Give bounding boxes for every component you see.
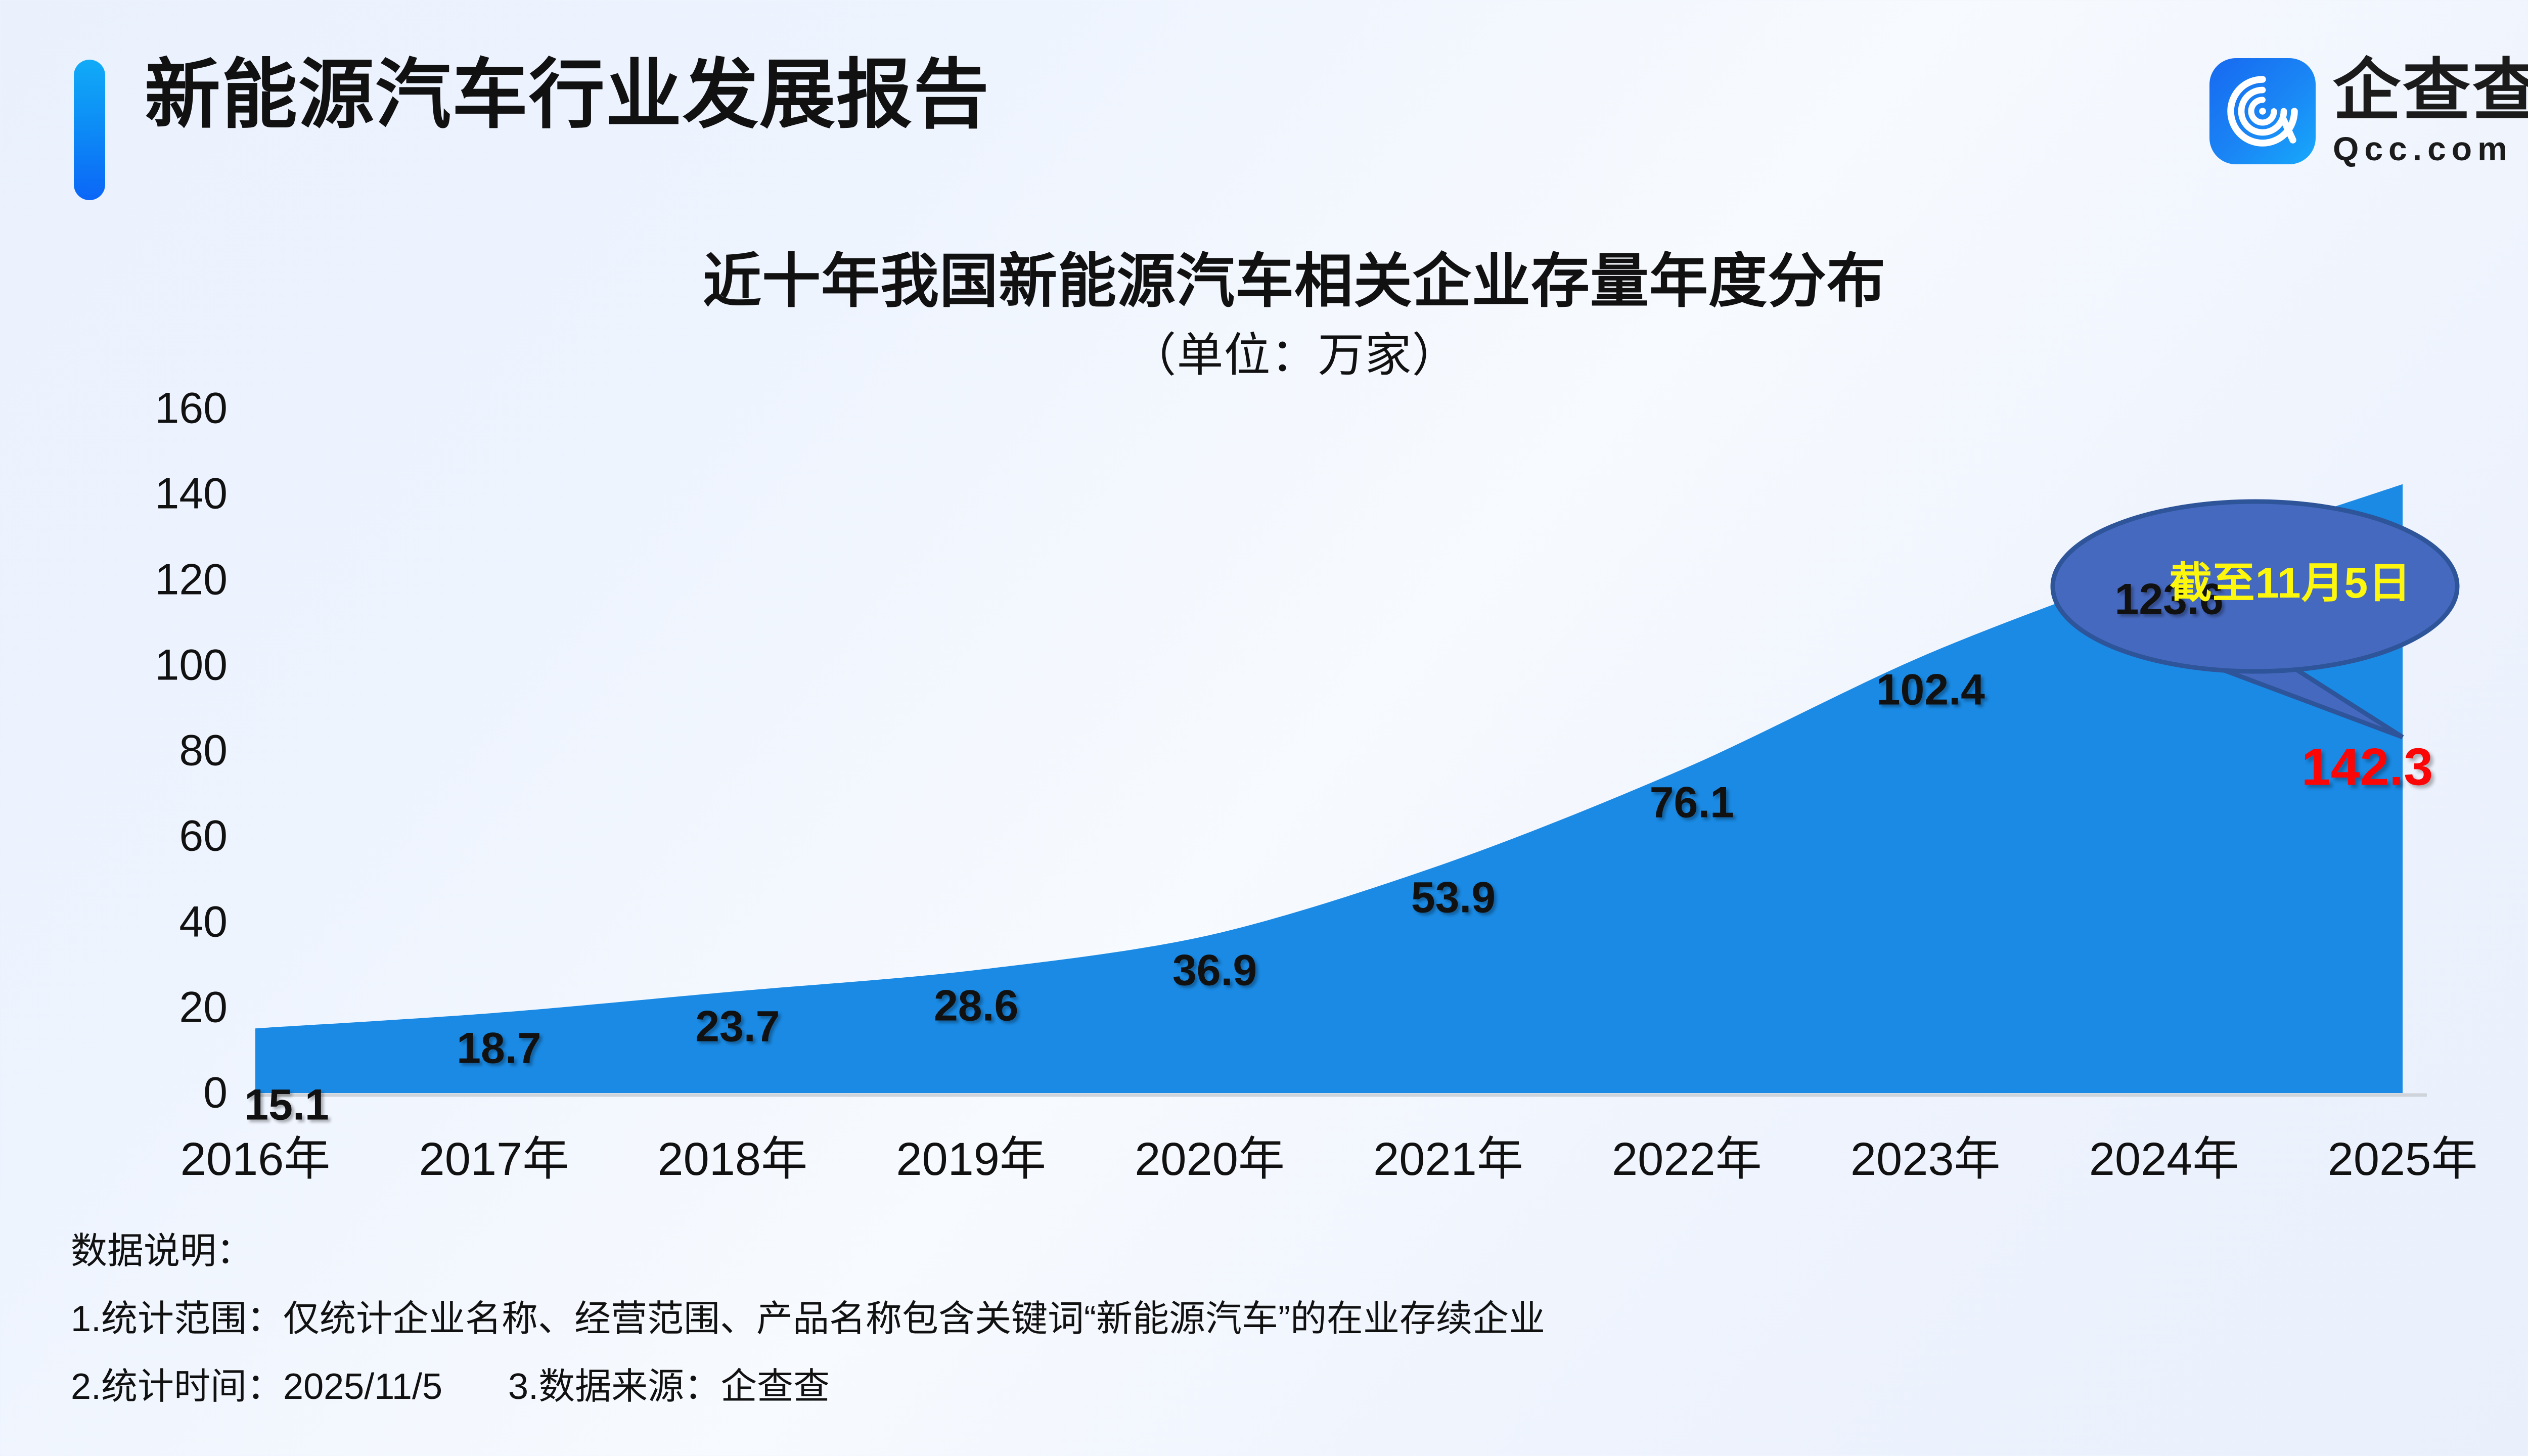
- x-axis-tick: 2025年: [2327, 1133, 2478, 1185]
- x-axis-tick: 2017年: [419, 1133, 569, 1185]
- x-axis-tick: 2023年: [1850, 1133, 2001, 1185]
- data-label: 28.6: [933, 981, 1019, 1030]
- x-axis-tick: 2018年: [657, 1133, 808, 1185]
- footnote-time-source: 2.统计时间：2025/11/5 3.数据来源：企查查: [71, 1364, 2397, 1409]
- data-label: 23.7: [695, 1002, 780, 1051]
- logo-name-cn: 企查查: [2332, 53, 2528, 128]
- footnote-source: 3.数据来源：企查查: [508, 1367, 830, 1407]
- chart-title: 近十年我国新能源汽车相关企业存量年度分布: [703, 248, 1886, 314]
- y-axis-tick: 40: [179, 897, 228, 946]
- y-axis-tick: 20: [179, 983, 228, 1032]
- data-label: 76.1: [1649, 778, 1735, 827]
- x-axis-tick: 2020年: [1135, 1133, 1285, 1185]
- y-axis-tick: 160: [155, 384, 228, 433]
- title-accent-bar: [74, 60, 105, 200]
- y-axis-tick: 100: [155, 641, 228, 690]
- data-label: 142.3: [2301, 738, 2433, 797]
- y-axis-tick: 0: [203, 1068, 228, 1117]
- x-axis-tick: 2019年: [896, 1133, 1046, 1185]
- data-label: 102.4: [1876, 665, 1985, 714]
- callout-bubble[interactable]: [2050, 499, 2460, 740]
- page-title: 新能源汽车行业发展报告: [145, 52, 990, 137]
- callout-label: 截至11月5日: [2169, 559, 2412, 607]
- logo-name-en: Qcc.com: [2332, 130, 2513, 167]
- footnote-scope: 1.统计范围：仅统计企业名称、经营范围、产品名称包含关键词“新能源汽车”的在业存…: [71, 1299, 1546, 1339]
- x-axis-tick: 2024年: [2089, 1133, 2239, 1185]
- footnotes: 数据说明： 1.统计范围：仅统计企业名称、经营范围、产品名称包含关键词“新能源汽…: [71, 1228, 2397, 1432]
- y-axis-tick: 80: [179, 726, 228, 775]
- data-label: 123.6: [2114, 575, 2224, 624]
- footnote-heading: 数据说明：: [71, 1231, 253, 1271]
- y-axis-tick: 60: [179, 811, 228, 860]
- qcc-logo[interactable]: 企查查 Qcc.com: [2209, 56, 2528, 167]
- y-axis-tick: 120: [155, 555, 228, 604]
- x-axis-tick: 2021年: [1373, 1133, 1523, 1185]
- data-label: 36.9: [1172, 946, 1257, 995]
- x-axis-tick: 2016年: [180, 1133, 331, 1185]
- x-axis-tick: 2022年: [1611, 1133, 1762, 1185]
- y-axis-tick: 140: [155, 469, 228, 518]
- qcc-spiral-q-icon: [2209, 58, 2316, 164]
- data-label: 15.1: [244, 1080, 329, 1129]
- chart-subtitle: （单位：万家）: [1130, 330, 1459, 381]
- footnote-time: 2.统计时间：2025/11/5: [71, 1367, 443, 1407]
- page-header: 新能源汽车行业发展报告 企查查 Qcc.com: [0, 0, 2528, 212]
- callout-ellipse: [2050, 499, 2460, 674]
- data-label: 53.9: [1411, 873, 1496, 922]
- data-label: 18.7: [457, 1024, 541, 1073]
- series-area-path: [255, 484, 2403, 1093]
